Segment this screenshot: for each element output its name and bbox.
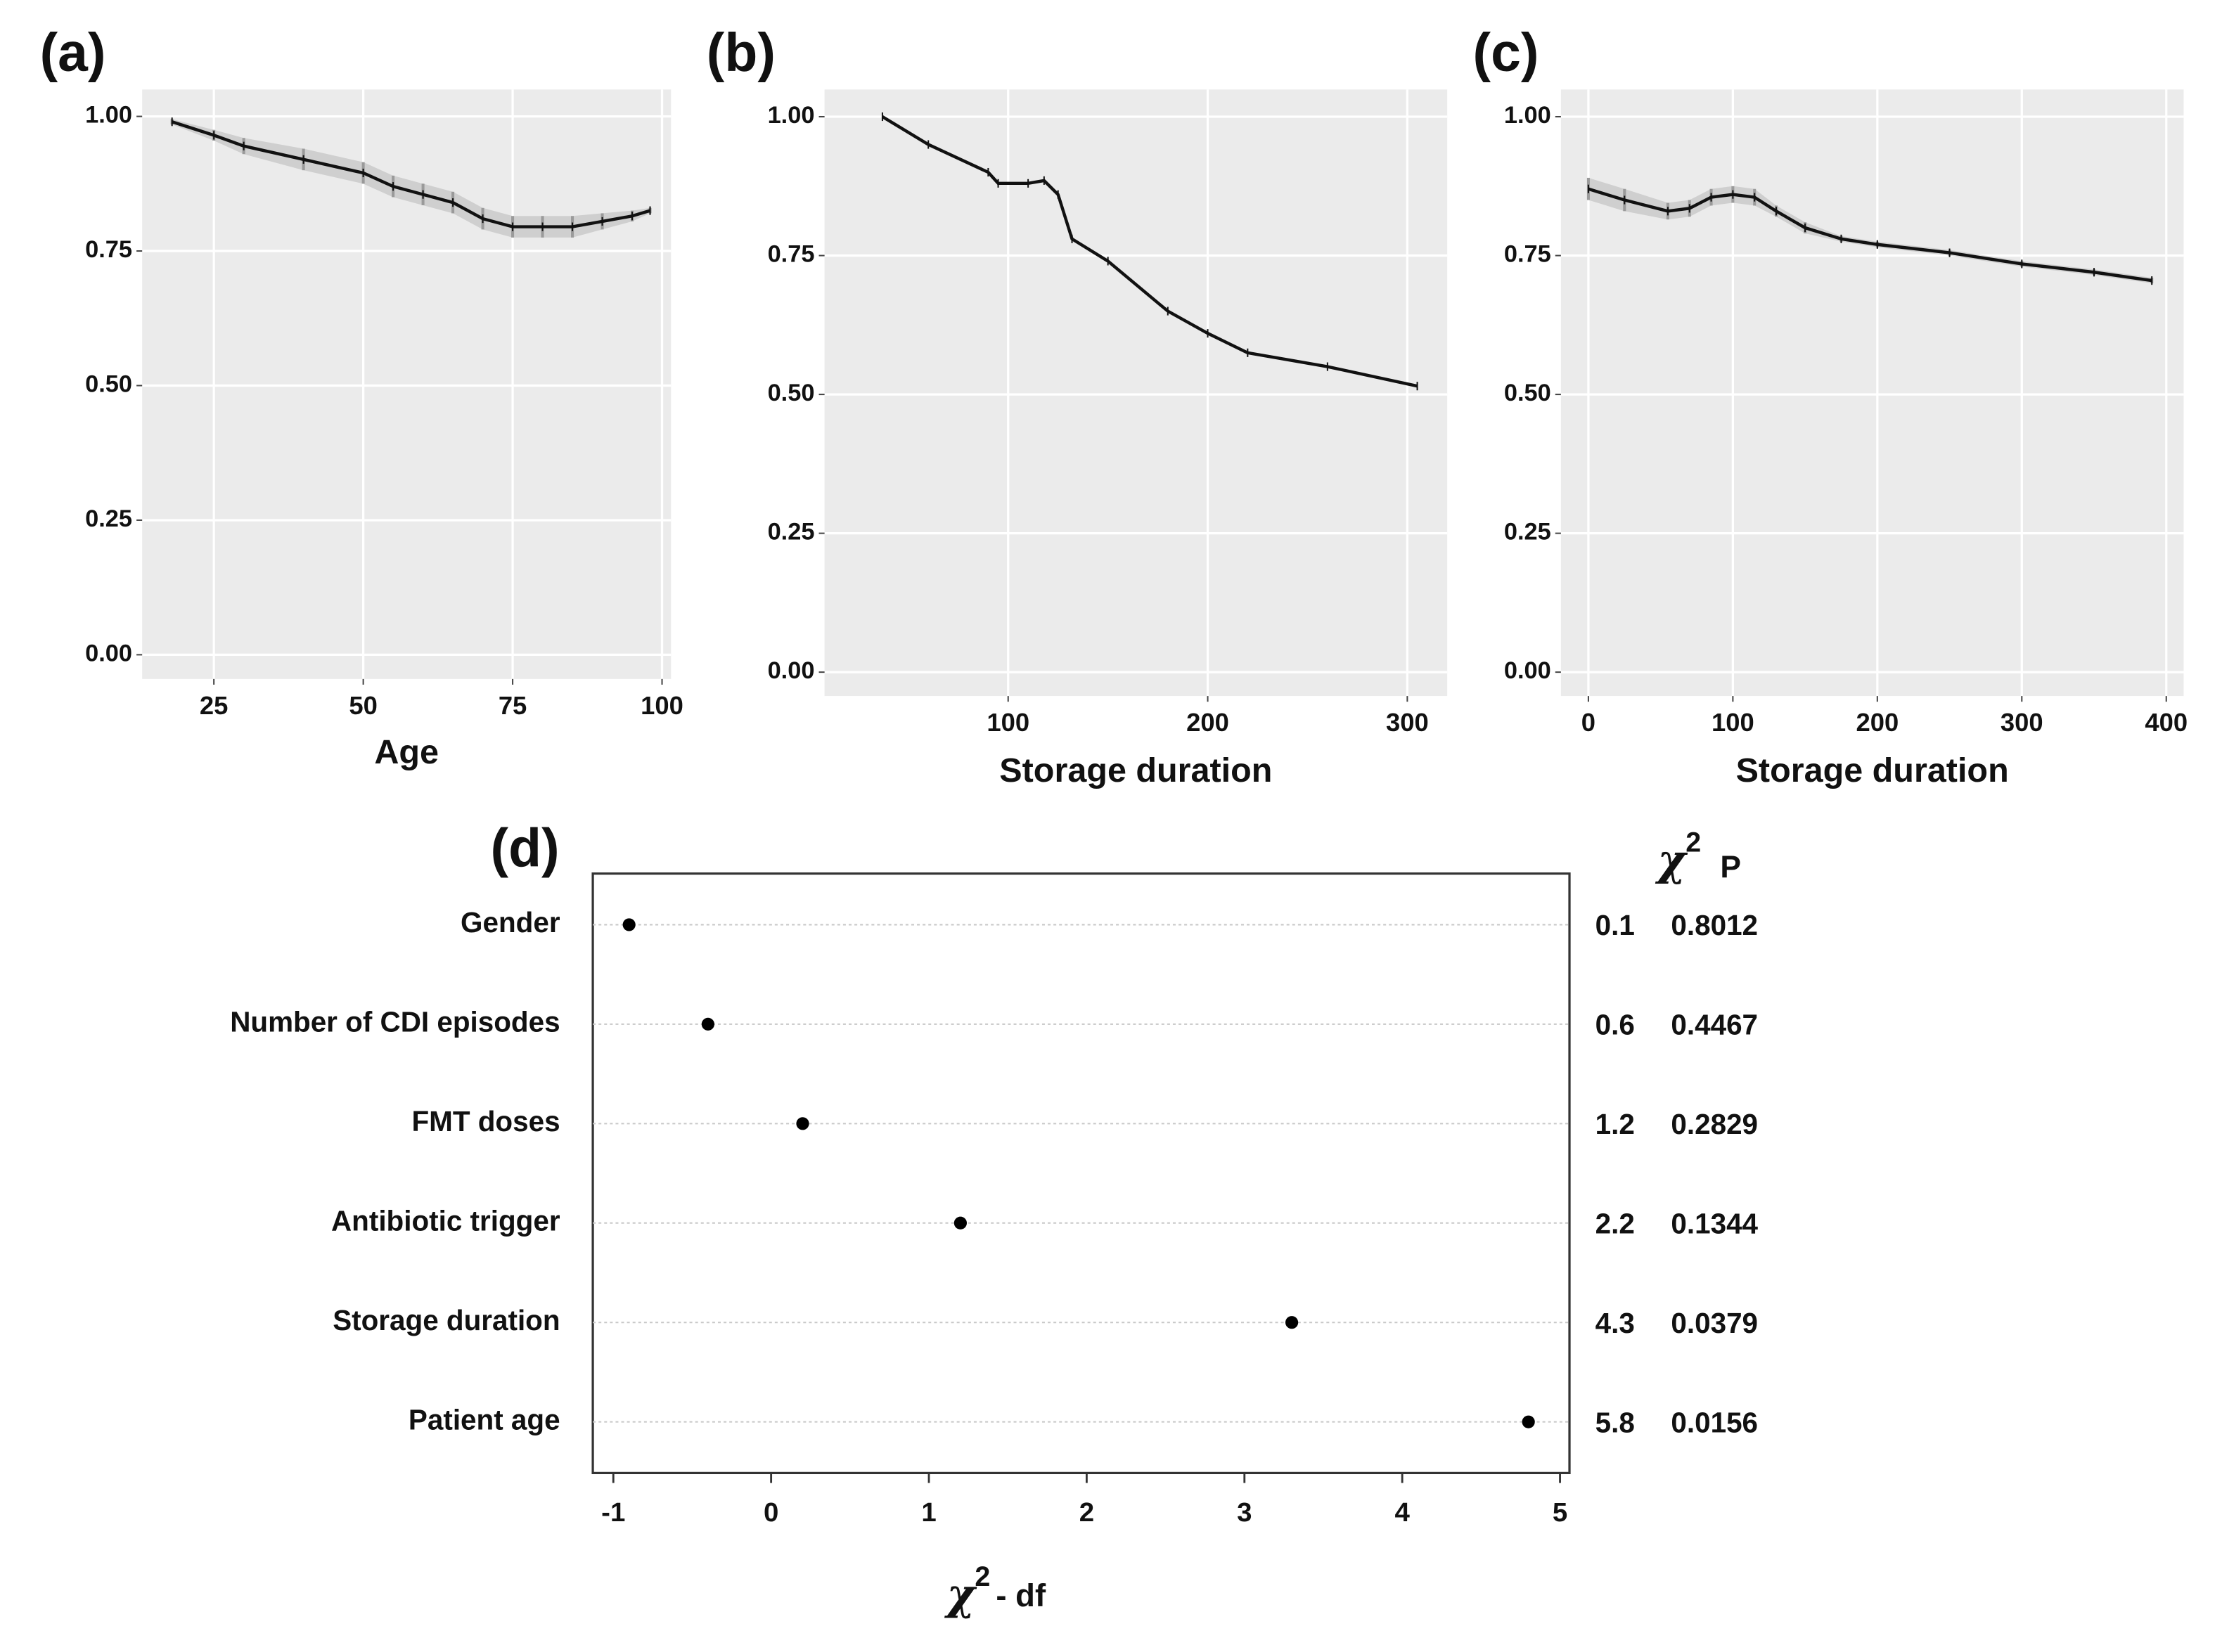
line: [881, 115, 1418, 388]
x-tick-label: 5: [1553, 1497, 1567, 1528]
x-axis-title-rest: - df: [996, 1577, 1046, 1613]
dot: [796, 1117, 809, 1130]
y-tick-label: 0.75: [768, 241, 815, 268]
chi2-value: 0.1: [1595, 909, 1635, 941]
x-tick-label: 3: [1237, 1497, 1252, 1528]
x-tick-label: 200: [1186, 708, 1229, 737]
x-axis-title: Age: [374, 733, 439, 771]
panel-label: (d): [491, 818, 560, 879]
p-value: 0.0156: [1671, 1406, 1758, 1438]
x-tick-label: 2: [1079, 1497, 1094, 1528]
row-label: Number of CDI episodes: [230, 1006, 560, 1038]
panel-label: (c): [1473, 22, 1539, 83]
y-tick-label: 0.00: [85, 640, 132, 666]
x-tick-label: 75: [499, 691, 527, 720]
plot-background: [142, 89, 672, 679]
x-tick-label: -1: [601, 1497, 625, 1528]
x-tick-label: 25: [200, 691, 228, 720]
x-tick-label: 200: [1856, 708, 1899, 737]
y-tick-label: 0.75: [1504, 241, 1551, 268]
p-value: 0.1344: [1671, 1207, 1758, 1239]
x-axis-title: Storage duration: [1736, 751, 2009, 789]
chi2-value: 1.2: [1595, 1108, 1635, 1140]
row-label: Storage duration: [333, 1304, 560, 1336]
chi2-header: χ2: [1655, 827, 1701, 885]
y-tick-label: 0.00: [768, 657, 815, 684]
p-header: P: [1720, 850, 1741, 884]
chi2-value: 4.3: [1595, 1307, 1635, 1339]
chi2-header-symbol: χ: [1655, 835, 1688, 885]
confidence-band: [172, 119, 650, 238]
plot-background: [591, 872, 1571, 1475]
dot: [1285, 1316, 1299, 1329]
row-label: Gender: [461, 906, 560, 938]
y-tick-label: 1.00: [768, 102, 815, 129]
y-tick-label: 0.50: [768, 380, 815, 406]
plot-background: [824, 89, 1448, 697]
x-axis-title: Storage duration: [999, 751, 1272, 789]
x-axis-title-symbol: χ: [944, 1570, 977, 1620]
x-tick-label: 400: [2145, 708, 2188, 737]
p-value: 0.8012: [1671, 909, 1758, 941]
p-value: 0.0379: [1671, 1307, 1758, 1339]
x-tick-label: 4: [1394, 1497, 1410, 1528]
row-label: FMT doses: [411, 1105, 560, 1137]
dot: [701, 1017, 714, 1031]
x-tick-label: 100: [987, 708, 1029, 737]
y-tick-label: 0.25: [1504, 519, 1551, 546]
dot: [1522, 1415, 1535, 1428]
dot: [953, 1216, 967, 1230]
x-tick-label: 100: [641, 691, 683, 720]
p-value: 0.2829: [1671, 1108, 1758, 1140]
dot: [622, 918, 636, 931]
x-tick-label: 100: [1712, 708, 1754, 737]
y-tick-label: 1.00: [1504, 102, 1551, 129]
row-label: Antibiotic trigger: [331, 1204, 560, 1237]
chi2-value: 2.2: [1595, 1207, 1635, 1239]
x-tick-label: 0: [764, 1497, 778, 1528]
chi2-value: 0.6: [1595, 1009, 1635, 1041]
y-tick-label: 0.25: [768, 519, 815, 546]
x-tick-label: 1: [921, 1497, 936, 1528]
y-tick-label: 0.50: [1504, 380, 1551, 406]
x-tick-label: 0: [1581, 708, 1595, 737]
chi2-header-sup: 2: [1685, 827, 1701, 858]
y-tick-label: 0.50: [85, 371, 132, 398]
row-label: Patient age: [409, 1403, 560, 1435]
y-tick-label: 0.25: [85, 505, 132, 532]
x-tick-label: 300: [1386, 708, 1429, 737]
x-axis-title: χ2- df: [944, 1561, 1046, 1619]
panel-label: (b): [707, 22, 776, 83]
x-axis-title-sup: 2: [975, 1561, 990, 1592]
panel-label: (a): [40, 22, 106, 83]
plot-background: [1560, 89, 2184, 697]
x-tick-label: 300: [2001, 708, 2043, 737]
p-value: 0.4467: [1671, 1009, 1758, 1041]
y-tick-label: 0.00: [1504, 657, 1551, 684]
x-tick-label: 50: [349, 691, 377, 720]
y-tick-label: 1.00: [85, 102, 132, 129]
chi2-value: 5.8: [1595, 1406, 1635, 1438]
y-tick-label: 0.75: [85, 236, 132, 263]
